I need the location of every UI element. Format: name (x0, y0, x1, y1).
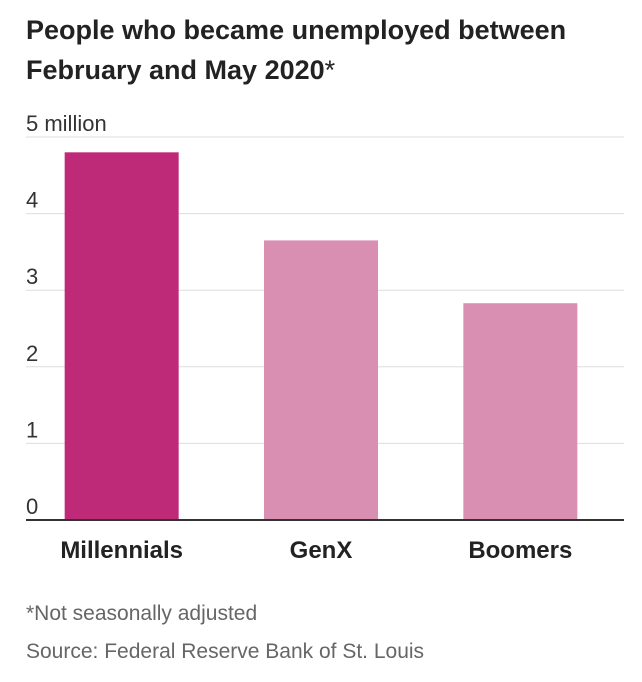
chart-title-text: People who became unemployed between Feb… (26, 15, 567, 85)
title-footnote-marker: * (324, 55, 336, 85)
x-category-label: Millennials (60, 537, 183, 564)
bar-genx (264, 240, 378, 520)
x-category-label: Boomers (468, 537, 572, 564)
chart-title: People who became unemployed between Feb… (26, 10, 626, 90)
y-tick-label: 0 (26, 494, 38, 519)
y-tick-label: 5 million (26, 111, 107, 136)
bar-millennials (64, 152, 179, 520)
bar-chart: 0 1 2 3 4 5 million Millennials GenX Boomers (26, 111, 624, 564)
y-tick-label: 1 (26, 417, 38, 442)
x-category-label: GenX (290, 537, 353, 564)
bar-boomers (463, 303, 578, 520)
y-tick-label: 3 (26, 264, 38, 289)
y-tick-label: 2 (26, 341, 38, 366)
y-tick-label: 4 (26, 188, 38, 213)
source-note: Source: Federal Reserve Bank of St. Loui… (26, 640, 425, 663)
footnote: *Not seasonally adjusted (26, 602, 258, 625)
